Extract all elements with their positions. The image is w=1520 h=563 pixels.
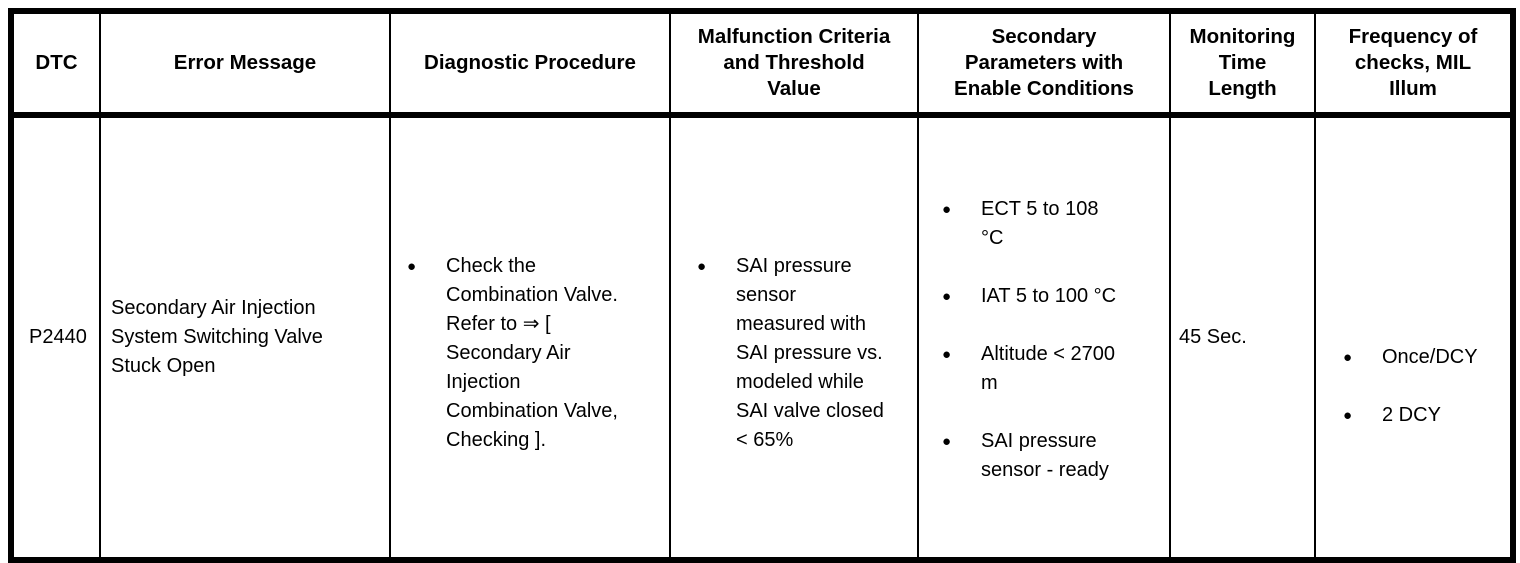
table-header-row: DTC Error Message Diagnostic Procedure M… [10, 10, 1514, 118]
col-header-error-message-label: Error Message [173, 51, 317, 74]
frequency-2-dcy: 2 DCY [1382, 403, 1441, 426]
list-item: ● IAT 5 to 100 °C [920, 282, 1168, 311]
col-header-malfunction-criteria: Malfunction Criteria and Threshold Value [669, 10, 919, 118]
cell-diagnostic-procedure: ● Check the Combination Valve. Refer to … [389, 114, 671, 561]
bullet-icon: ● [942, 432, 952, 450]
col-header-monitoring-time: Monitoring Time Length [1169, 10, 1316, 118]
col-header-frequency-of-checks-label: Frequency of checks, MIL Illum [1348, 25, 1478, 100]
dtc-diagnostic-table: DTC Error Message Diagnostic Procedure M… [8, 8, 1516, 563]
list-item: ● SAI pressure sensor - ready [920, 427, 1168, 485]
diagnostic-procedure-text: Check the Combination Valve. Refer to ⇒ … [446, 255, 618, 451]
cell-secondary-parameters: ● ECT 5 to 108 °C ● IAT 5 to 100 °C ● Al… [917, 114, 1171, 561]
col-header-secondary-parameters: Secondary Parameters with Enable Conditi… [917, 10, 1171, 118]
col-header-dtc: DTC [10, 10, 101, 118]
frequency-once-dcy: Once/DCY [1382, 345, 1478, 368]
bullet-icon: ● [942, 287, 952, 305]
col-header-diagnostic-procedure: Diagnostic Procedure [389, 10, 671, 118]
dtc-code: P2440 [29, 326, 87, 348]
bullet-icon: ● [1343, 348, 1353, 366]
secondary-parameter-sai-sensor: SAI pressure sensor - ready [981, 429, 1109, 481]
cell-error-message: Secondary Air Injection System Switching… [99, 114, 391, 561]
cell-dtc: P2440 [10, 114, 101, 561]
col-header-dtc-label: DTC [35, 51, 78, 74]
error-message-text: Secondary Air Injection System Switching… [111, 297, 323, 377]
list-item: ● ECT 5 to 108 °C [920, 195, 1168, 253]
bullet-icon: ● [942, 345, 952, 363]
bullet-icon: ● [942, 200, 952, 218]
secondary-parameter-ect: ECT 5 to 108 °C [981, 197, 1099, 249]
list-item: ● Altitude < 2700 m [920, 340, 1168, 398]
cell-monitoring-time: 45 Sec. [1169, 114, 1316, 561]
col-header-diagnostic-procedure-label: Diagnostic Procedure [424, 51, 636, 74]
col-header-monitoring-time-label: Monitoring Time Length [1189, 25, 1296, 100]
bullet-icon: ● [407, 258, 417, 275]
list-item: ● Once/DCY [1317, 343, 1510, 372]
col-header-malfunction-criteria-label: Malfunction Criteria and Threshold Value [697, 25, 891, 100]
list-item: ● Check the Combination Valve. Refer to … [392, 252, 668, 455]
col-header-error-message: Error Message [99, 10, 391, 118]
list-item: ● SAI pressure sensor measured with SAI … [672, 252, 916, 455]
cell-malfunction-criteria: ● SAI pressure sensor measured with SAI … [669, 114, 919, 561]
secondary-parameter-altitude: Altitude < 2700 m [981, 342, 1115, 394]
malfunction-criteria-text: SAI pressure sensor measured with SAI pr… [736, 255, 884, 451]
bullet-icon: ● [697, 258, 707, 275]
table-row-p2440: P2440 Secondary Air Injection System Swi… [10, 114, 1514, 561]
secondary-parameter-iat: IAT 5 to 100 °C [981, 284, 1117, 307]
monitoring-time-text: 45 Sec. [1179, 326, 1247, 348]
col-header-secondary-parameters-label: Secondary Parameters with Enable Conditi… [954, 25, 1134, 100]
bullet-icon: ● [1343, 406, 1353, 424]
list-item: ● 2 DCY [1317, 401, 1510, 430]
col-header-frequency-of-checks: Frequency of checks, MIL Illum [1314, 10, 1514, 118]
cell-frequency-of-checks: ● Once/DCY ● 2 DCY [1314, 114, 1514, 561]
